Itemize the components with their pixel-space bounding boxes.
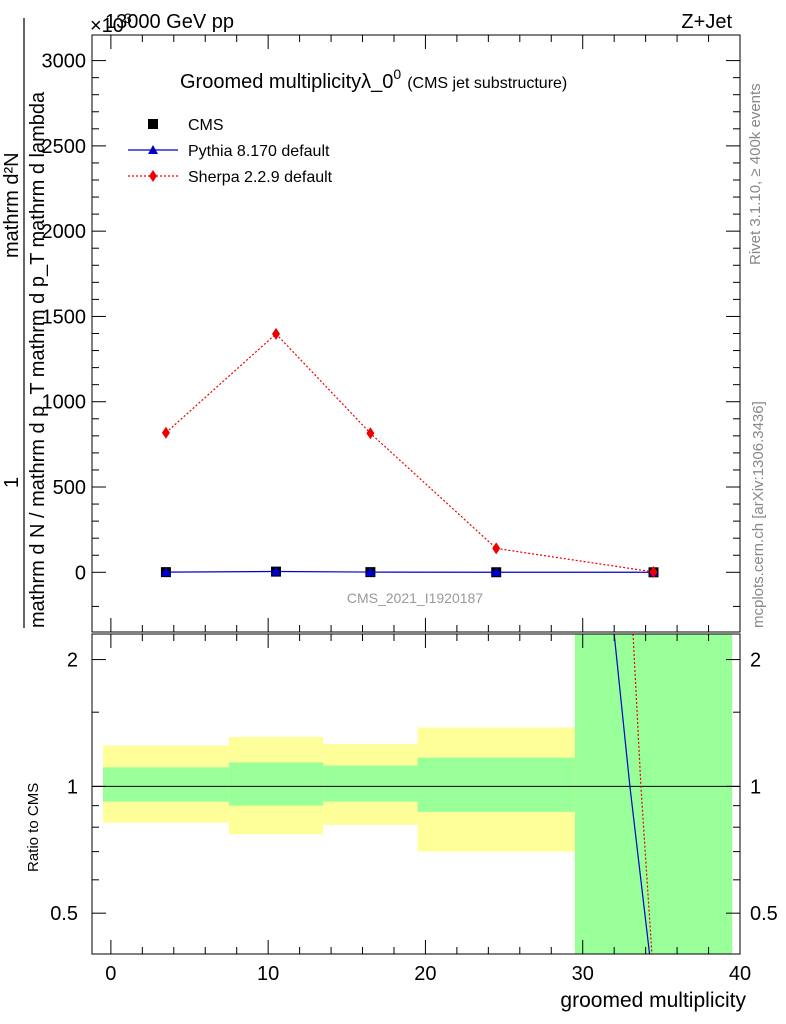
data-point-sherpa bbox=[161, 426, 170, 439]
ratio-bands-layer bbox=[92, 633, 740, 955]
main-ytick-label: 1000 bbox=[42, 392, 87, 414]
ratio-line bbox=[613, 633, 651, 955]
main-series-layer bbox=[160, 327, 659, 578]
main-ytick-label: 2500 bbox=[42, 136, 87, 158]
watermark: CMS_2021_I1920187 bbox=[347, 590, 483, 606]
ratio-ytick-label: 0.5 bbox=[50, 903, 78, 925]
main-ylabel: 1 mathrm d²N mathrm d N / mathrm d p_T m… bbox=[1, 18, 49, 628]
data-point-pythia bbox=[271, 566, 282, 576]
ratio-line bbox=[632, 633, 653, 955]
ratio-frame bbox=[91, 633, 741, 955]
header-energy: 13000 GeV pp bbox=[105, 11, 234, 33]
header-process: Z+Jet bbox=[681, 11, 732, 33]
ylabel-denominator: mathrm d N / mathrm d p_T mathrm d p_T m… bbox=[27, 91, 49, 628]
x-axis-label: groomed multiplicity bbox=[560, 989, 746, 1012]
series-line bbox=[165, 570, 654, 573]
ratio-ylabel: Ratio to CMS bbox=[25, 783, 42, 872]
legend-label: CMS bbox=[188, 117, 224, 134]
main-ytick-label: 1500 bbox=[42, 306, 87, 328]
main-ytick-label: 500 bbox=[53, 477, 86, 499]
data-point-sherpa bbox=[366, 427, 375, 440]
main-ytick-label: 2000 bbox=[42, 221, 87, 243]
ylabel-numerator-d2n: mathrm d²N bbox=[1, 152, 23, 258]
legend: CMS Pythia 8.170 default Sherpa 2.2.9 defa… bbox=[128, 117, 333, 186]
series-sherpa-2-2-9-default bbox=[161, 327, 658, 578]
data-point-sherpa bbox=[649, 565, 658, 578]
data-point-pythia bbox=[160, 567, 171, 577]
y-exponent: ×103 bbox=[90, 10, 132, 37]
ratio-ytick-label-right: 0.5 bbox=[750, 903, 778, 925]
ratio-ytick-label-right: 1 bbox=[750, 776, 761, 798]
x-tick-label: 20 bbox=[414, 963, 436, 985]
ratio-ticks: 0.5 0.51 12 20 10 20 30 40 bbox=[50, 634, 778, 985]
x-tick-label: 0 bbox=[105, 963, 116, 985]
ylabel-numerator-one: 1 bbox=[1, 477, 23, 488]
series-line bbox=[165, 333, 654, 573]
mcplots-label: mcplots.cern.ch [arXiv:1306.3436] bbox=[750, 401, 767, 628]
x-tick-label: 40 bbox=[729, 963, 751, 985]
series-pythia-8-170-default bbox=[160, 566, 659, 577]
ratio-ytick-label-right: 2 bbox=[750, 650, 761, 672]
data-point-pythia bbox=[365, 567, 376, 577]
ratio-band-green bbox=[323, 765, 418, 802]
main-ytick-label: 3000 bbox=[42, 51, 87, 73]
data-point-sherpa bbox=[272, 327, 281, 340]
data-point-pythia bbox=[491, 567, 502, 577]
legend-label: Sherpa 2.2.9 default bbox=[188, 169, 333, 186]
ratio-ytick-label: 2 bbox=[67, 650, 78, 672]
legend-marker-cms bbox=[148, 119, 158, 129]
main-panel: 0 500 1000 1500 2000 2500 3000 Groomed multipl… bbox=[1, 18, 741, 633]
ratio-band-green bbox=[103, 767, 229, 802]
main-ticks: 0 500 1000 1500 2000 2500 3000 bbox=[42, 35, 741, 632]
legend-label: Pythia 8.170 default bbox=[188, 143, 330, 160]
x-tick-label: 10 bbox=[257, 963, 279, 985]
data-point-sherpa bbox=[492, 542, 501, 555]
main-title: Groomed multiplicityλ_00(CMS jet substru… bbox=[180, 66, 567, 93]
legend-marker-sherpa bbox=[149, 170, 157, 182]
ratio-ytick-label: 1 bbox=[67, 776, 78, 798]
rivet-label: Rivet 3.1.10, ≥ 400k events bbox=[747, 83, 764, 265]
ratio-panel: 0.5 0.51 12 20 10 20 30 40 Ratio to CMS groomed… bbox=[25, 633, 778, 1012]
x-tick-label: 30 bbox=[572, 963, 594, 985]
ratio-band-green bbox=[417, 757, 575, 812]
ratio-band-green bbox=[574, 634, 733, 954]
legend-marker-pythia bbox=[148, 145, 158, 154]
ratio-band-green bbox=[228, 762, 324, 806]
main-ytick-label: 0 bbox=[75, 562, 86, 584]
